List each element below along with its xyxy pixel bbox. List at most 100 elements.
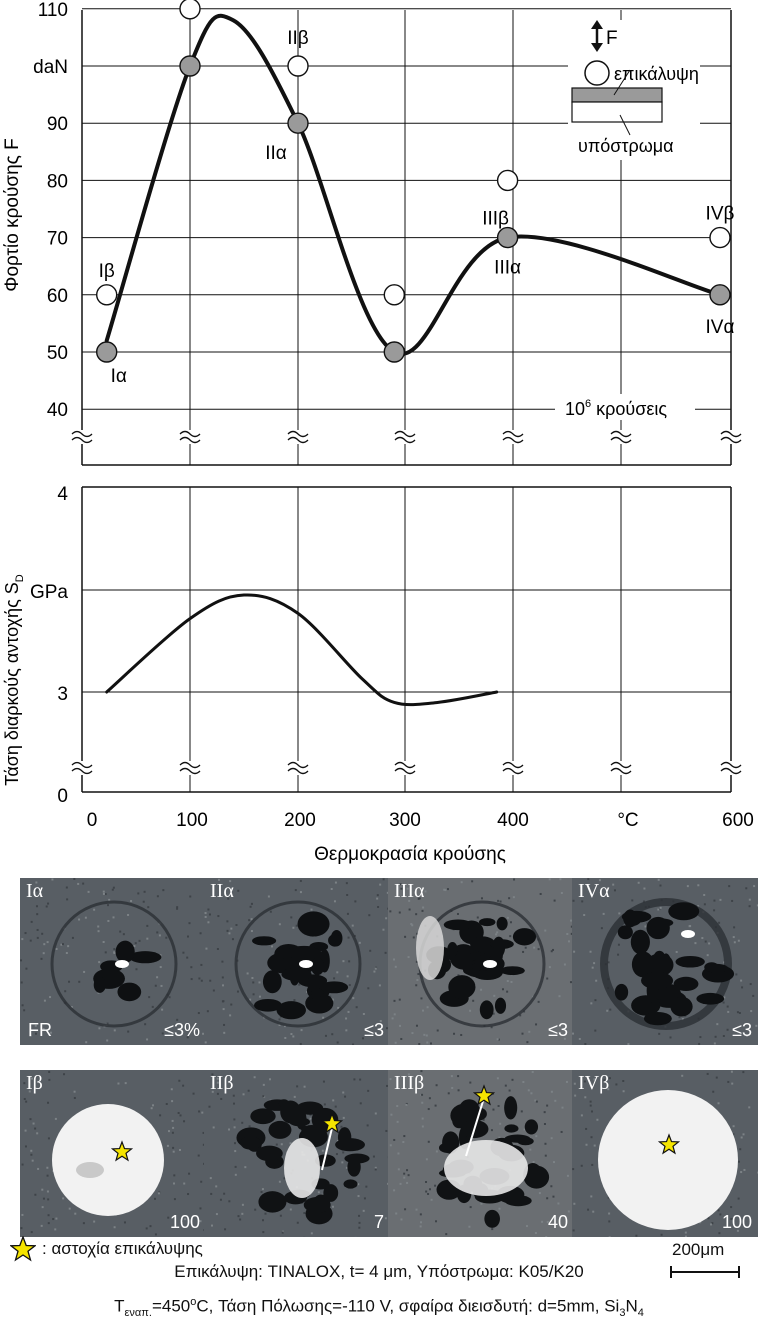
micrograph-image: [388, 1070, 576, 1237]
y-tick-label: 0: [57, 786, 68, 807]
axis-break: [179, 430, 201, 444]
footer-process-info: Tεναπ.=450oC, Τάση Πόλωσης=-110 V, σφαίρ…: [114, 1296, 644, 1320]
y-axis-break: [720, 430, 742, 444]
y-tick-label: 40: [47, 400, 68, 421]
micrograph-image: [20, 878, 208, 1045]
micrograph-b-2: IIβ 7: [204, 1070, 392, 1237]
micrograph-image: [572, 1070, 758, 1237]
y-tick-label: 110: [38, 0, 68, 21]
micrograph-a-1: Ια ≤3% FR: [20, 878, 208, 1045]
micrograph-image: [204, 1070, 392, 1237]
micrograph-image: [388, 878, 576, 1045]
y-tick-label: 4: [57, 484, 68, 505]
chart1-y-ticks: 110 daN 90 80 70 60 50 40: [33, 0, 68, 421]
micrograph-label: Iβ: [26, 1072, 43, 1094]
legend-coating: επικάλυψη: [614, 64, 699, 84]
micrograph-value: ≤3: [548, 1020, 568, 1040]
axis-break: [179, 761, 201, 775]
impact-load-chart: 110 daN 90 80 70 60 50 40 Iβ IIβ IIIβ IVβ Ια IIα IIIα…: [2, 0, 742, 466]
micrograph-value: 40: [547, 1212, 568, 1232]
chart1-markers: Iβ IIβ IIIβ IVβ Ια IIα IIIα IVα: [95, 0, 735, 387]
annotation-rest: κρούσεις: [591, 399, 667, 419]
failure-legend-star: [10, 1236, 36, 1262]
y-tick-label: 70: [47, 229, 68, 250]
legend-substrate-layer: [571, 101, 663, 123]
x-tick-label: 300: [389, 810, 421, 831]
x-tick-label: 0: [87, 810, 98, 831]
micrograph-a-2: IIα ≤3: [204, 878, 392, 1045]
open-marker: [709, 226, 731, 249]
axis-break: [71, 430, 93, 444]
y-tick-label: 3: [57, 684, 68, 705]
micrograph-label: IIβ: [210, 1072, 234, 1094]
y-tick-label: 90: [47, 114, 68, 135]
failure-legend-text: : αστοχία επικάλυψης: [42, 1239, 203, 1258]
micrograph-value: 100: [721, 1212, 752, 1232]
micrograph-a-3: IIIα ≤3: [388, 878, 576, 1045]
scale-bar: [670, 1266, 740, 1278]
point-label: Ια: [111, 366, 127, 387]
chart1-axis-breaks: [71, 430, 742, 444]
micrograph-value: 7: [373, 1212, 384, 1232]
open-marker: [287, 55, 309, 77]
filled-marker: [709, 284, 731, 306]
micrograph-image: [204, 878, 392, 1045]
open-marker: [383, 284, 405, 306]
filled-marker: [287, 112, 309, 134]
annotation-sup: 6: [585, 398, 591, 410]
micrograph-label: IIIα: [394, 880, 425, 902]
footer-coating-info: Επικάλυψη: TINALOX, t= 4 μm, Υπόστρωμα: …: [174, 1262, 584, 1281]
point-label: IVα: [706, 317, 735, 338]
micrograph-value: ≤3: [364, 1020, 384, 1040]
axis-break: [394, 430, 416, 444]
micrograph-image: [20, 1070, 208, 1237]
micrograph-b-1: Iβ 100: [20, 1070, 208, 1237]
legend-substrate: υπόστρωμα: [578, 136, 674, 156]
chart1-y-axis-label: Φορτίο κρούσης F: [2, 138, 23, 291]
point-label: IIIα: [494, 258, 521, 279]
y-tick-label: 80: [47, 171, 68, 192]
axis-break: [502, 430, 524, 444]
axis-break: [394, 761, 416, 775]
filled-marker: [95, 341, 118, 363]
axis-break: [720, 761, 742, 775]
x-tick-label: 600: [722, 810, 754, 831]
failure-star-icon: [320, 1112, 344, 1134]
micrograph-value: 100: [169, 1212, 200, 1232]
chart2-grid: [81, 486, 732, 793]
micrograph-b-3: IIIβ 40: [388, 1070, 576, 1237]
annotation-base: 10: [565, 399, 585, 419]
axis-break: [71, 761, 93, 775]
chart2-x-axis-label: Θερμοκρασία κρούσης: [314, 844, 506, 865]
open-marker: [496, 169, 519, 192]
micrograph-value: ≤3: [732, 1020, 752, 1040]
micrograph-b-4: IVβ 100: [572, 1070, 758, 1237]
y-tick-label: 60: [47, 286, 68, 307]
failure-star-icon: [657, 1133, 681, 1155]
legend-ball: [584, 60, 610, 86]
micrograph-value: ≤3%: [164, 1020, 200, 1040]
x-tick-label: 100: [176, 810, 208, 831]
y-tick-label: daN: [33, 57, 68, 78]
test-setup-legend: F επικάλυψη υπόστρωμα: [568, 20, 700, 160]
open-marker: [179, 0, 201, 20]
axis-break: [610, 761, 632, 775]
filled-marker: [496, 226, 519, 249]
chart1-grid: [81, 8, 732, 466]
y-tick-label: GPa: [30, 582, 68, 603]
x-tick-label: °C: [617, 810, 638, 831]
axis-break: [287, 761, 309, 775]
axis-break: [610, 430, 632, 444]
axis-break: [287, 430, 309, 444]
series-sd-line: [105, 593, 499, 707]
point-label: IIIβ: [482, 208, 509, 229]
point-label: IVβ: [706, 204, 735, 225]
micrograph-label: IIα: [210, 880, 234, 902]
chart2-axis-breaks: [71, 761, 742, 775]
chart2-y-axis-label: Τάση διαρκούς αντοχής SD: [2, 574, 26, 785]
point-label: Iβ: [99, 261, 115, 282]
x-tick-label: 200: [284, 810, 316, 831]
failure-star-icon: [472, 1084, 496, 1106]
failure-star-icon: [110, 1140, 134, 1162]
